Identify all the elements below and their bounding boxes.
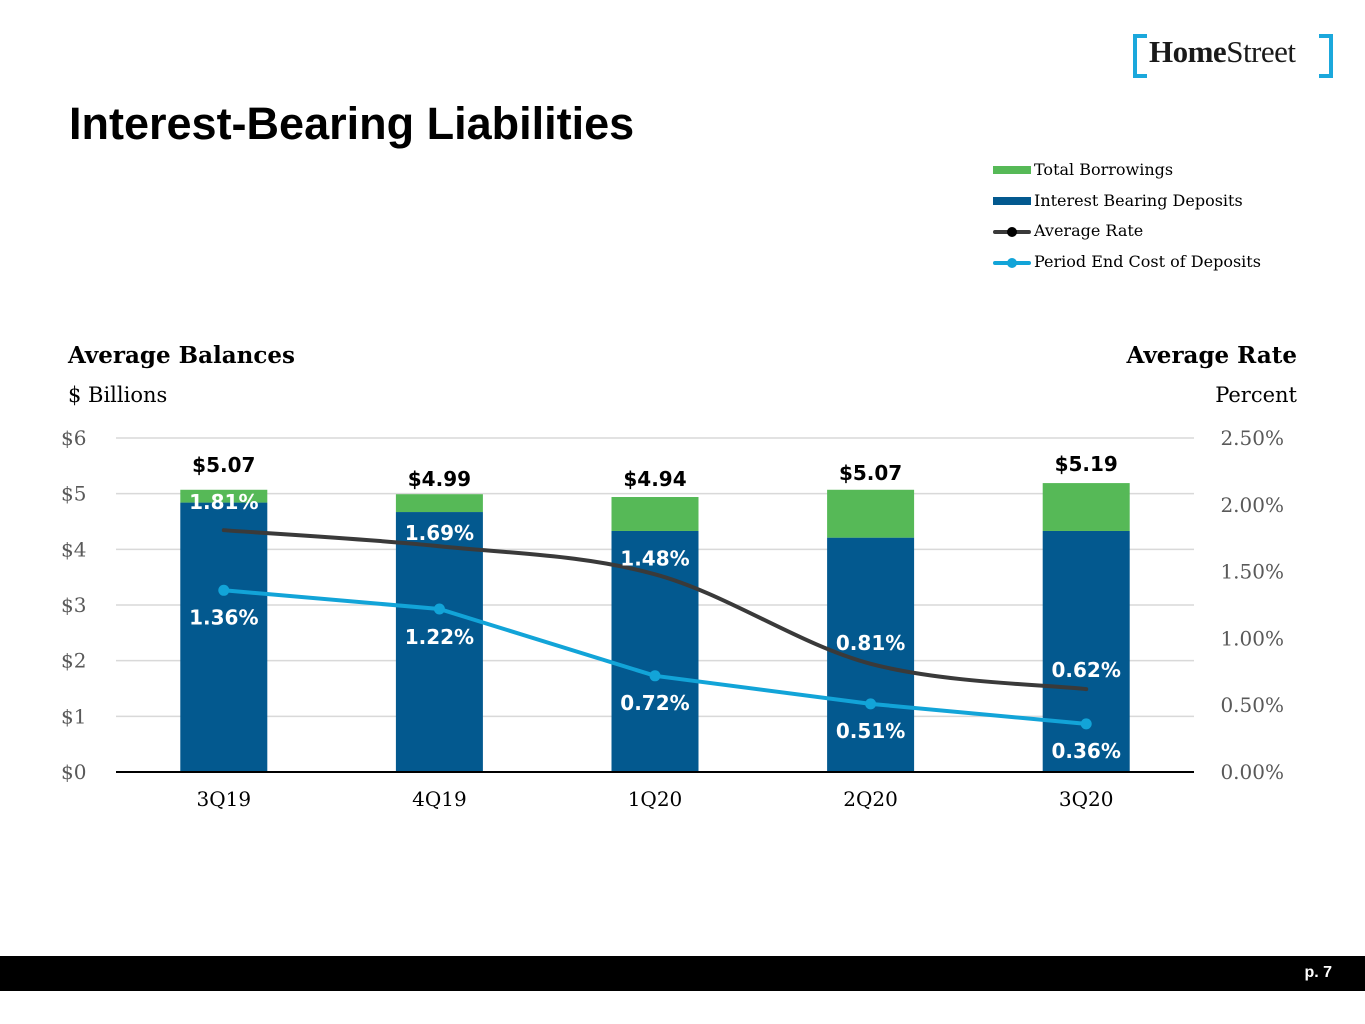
- x-tick-label: 3Q20: [1059, 787, 1114, 811]
- cost-of-deposits-label: 1.36%: [189, 605, 258, 629]
- average-rate-label: 0.81%: [836, 631, 905, 655]
- bar-deposits: [180, 502, 268, 772]
- right-axis-unit: Percent: [1215, 383, 1297, 407]
- total-label: $4.99: [408, 467, 471, 491]
- cost-of-deposits-point: [865, 698, 877, 710]
- cost-of-deposits-label: 0.72%: [620, 691, 689, 715]
- legend-label: Period End Cost of Deposits: [1034, 251, 1261, 271]
- y-tick-label-left: $3: [61, 593, 86, 617]
- x-tick-label: 3Q19: [197, 787, 252, 811]
- bar-borrowings: [827, 489, 915, 538]
- bar-borrowings: [180, 489, 268, 503]
- left-axis-header: Average Balances: [68, 342, 295, 369]
- bar-borrowings: [1042, 483, 1130, 531]
- cost-of-deposits-point: [649, 670, 661, 682]
- logo-bracket-left: [1133, 34, 1147, 78]
- legend-label: Interest Bearing Deposits: [1034, 190, 1243, 210]
- y-tick-label-left: $1: [61, 704, 86, 728]
- x-tick-label: 2Q20: [843, 787, 898, 811]
- total-label: $5.07: [192, 453, 255, 477]
- y-tick-label-left: $6: [61, 426, 86, 450]
- total-label: $5.19: [1055, 452, 1118, 476]
- cost-of-deposits-label: 1.22%: [405, 625, 474, 649]
- homestreet-logo: HomeStreet: [1133, 32, 1333, 78]
- x-tick-label: 1Q20: [628, 787, 683, 811]
- total-label: $4.94: [623, 467, 686, 491]
- average-rate-label: 0.62%: [1052, 658, 1121, 682]
- y-tick-label-left: $0: [61, 760, 86, 784]
- y-tick-label-right: 0.50%: [1220, 693, 1284, 717]
- page-number: p. 7: [1304, 964, 1332, 981]
- cost-of-deposits-point: [1080, 718, 1092, 730]
- y-tick-label-left: $5: [61, 482, 86, 506]
- y-tick-label-right: 2.50%: [1220, 426, 1284, 450]
- bar-deposits: [395, 512, 483, 772]
- legend-marker: [1007, 257, 1017, 268]
- y-tick-label-right: 0.00%: [1220, 760, 1284, 784]
- average-rate-label: 1.69%: [405, 521, 474, 545]
- average-rate-label: 1.81%: [189, 490, 258, 514]
- cost-of-deposits-label: 0.51%: [836, 719, 905, 743]
- logo-text: HomeStreet: [1149, 34, 1296, 69]
- left-axis-unit: $ Billions: [68, 383, 168, 407]
- cost-of-deposits-point: [433, 603, 445, 615]
- y-tick-label-right: 1.50%: [1220, 560, 1284, 584]
- legend-marker: [1007, 227, 1017, 237]
- legend-label: Average Rate: [1034, 221, 1144, 240]
- cost-of-deposits-point: [218, 584, 230, 596]
- bar-borrowings: [611, 497, 699, 531]
- page-title: Interest-Bearing Liabilities: [69, 98, 635, 149]
- total-label: $5.07: [839, 461, 902, 485]
- legend-swatch: [993, 196, 1031, 205]
- y-tick-label-right: 2.00%: [1220, 493, 1284, 517]
- bar-deposits: [1042, 530, 1130, 772]
- average-rate-label: 1.48%: [620, 546, 689, 570]
- legend-label: Total Borrowings: [1034, 160, 1174, 179]
- y-tick-label-right: 1.00%: [1220, 626, 1284, 650]
- line-average-rate: [221, 528, 1089, 692]
- y-tick-label-left: $4: [61, 537, 86, 561]
- y-tick-label-left: $2: [61, 649, 86, 673]
- legend-swatch: [993, 166, 1031, 174]
- x-tick-label: 4Q19: [412, 787, 467, 811]
- bar-deposits: [611, 530, 699, 772]
- cost-of-deposits-label: 0.36%: [1052, 739, 1121, 763]
- right-axis-header: Average Rate: [1126, 342, 1297, 369]
- bar-borrowings: [395, 494, 483, 513]
- footer-bar: p. 7: [0, 956, 1365, 991]
- logo-bracket-right: [1319, 34, 1333, 78]
